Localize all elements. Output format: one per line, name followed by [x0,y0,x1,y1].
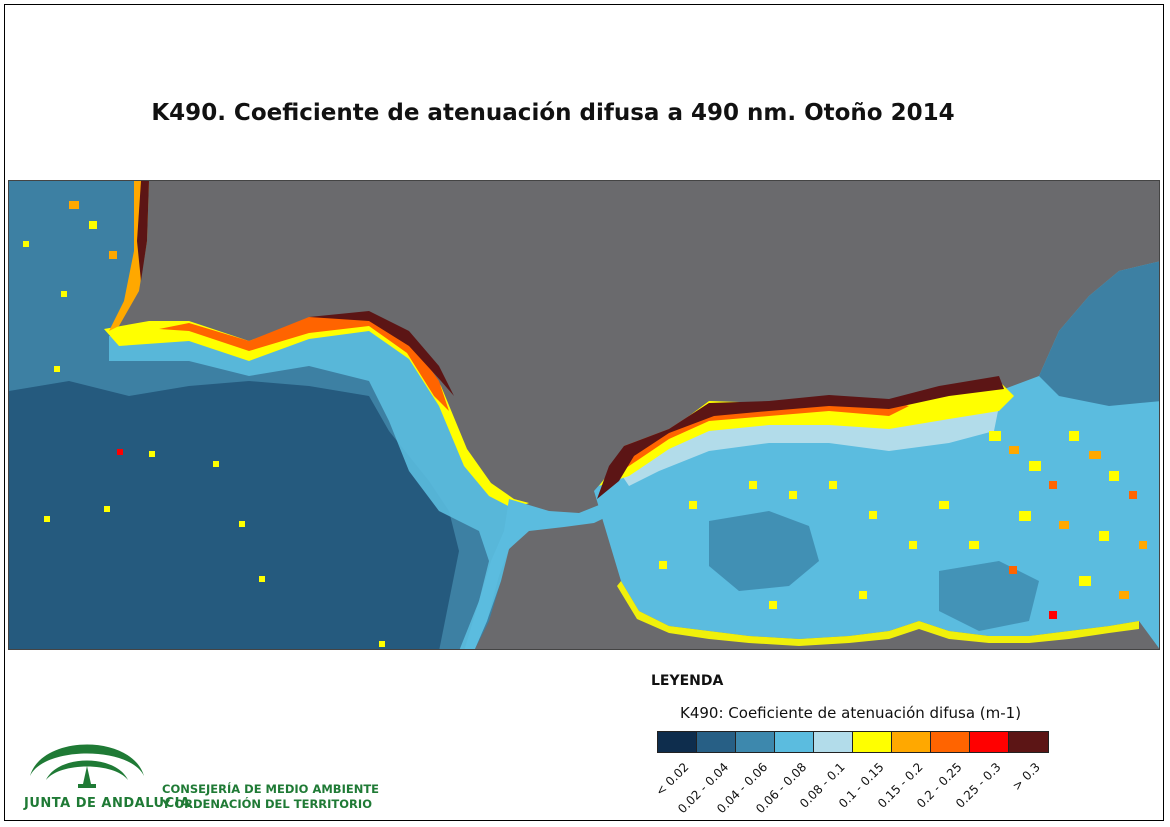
alboran-gyre-east [939,561,1039,631]
legend-swatch [931,732,970,752]
legend-swatch [775,732,814,752]
logo-department-line1: CONSEJERÍA DE MEDIO AMBIENTE [162,782,380,796]
atlantic-shelf [109,326,549,649]
legend-heading: LEYENDA [651,673,724,689]
page-frame [4,4,1164,821]
legend-color-scale [657,731,1049,753]
alboran-gyre [709,511,819,591]
legend-swatch [814,732,853,752]
k490-map [8,180,1160,650]
legend-swatch [658,732,697,752]
logo-organization: JUNTA DE ANDALUCIA [24,796,191,811]
legend-swatch [970,732,1009,752]
south-coast-turbid [617,581,1139,646]
legend-swatch [697,732,736,752]
logo-department: CONSEJERÍA DE MEDIO AMBIENTE Y ORDENACIÓ… [162,782,379,812]
map-canvas [9,181,1159,649]
atlantic-coast-high [159,313,449,411]
junta-andalucia-logo-icon [30,744,144,788]
legend-swatch [1009,732,1048,752]
turbidity-patches [659,431,1147,619]
mediterranean-coast-max [597,376,1004,499]
atlantic-deep [9,381,459,649]
legend-swatch [892,732,931,752]
map-title: K490. Coeficiente de atenuación difusa a… [151,100,955,126]
legend-variable-label: K490: Coeficiente de atenuación difusa (… [680,704,1022,722]
mediterranean-northeast [1039,261,1159,406]
logo-department-line2: Y ORDENACIÓN DEL TERRITORIO [162,797,372,811]
atlantic-coast-max [309,311,454,396]
west-coast-max [137,181,149,281]
legend-swatch [736,732,775,752]
atlantic-patches [23,201,385,647]
strait-water [464,499,619,649]
legend-swatch [853,732,892,752]
